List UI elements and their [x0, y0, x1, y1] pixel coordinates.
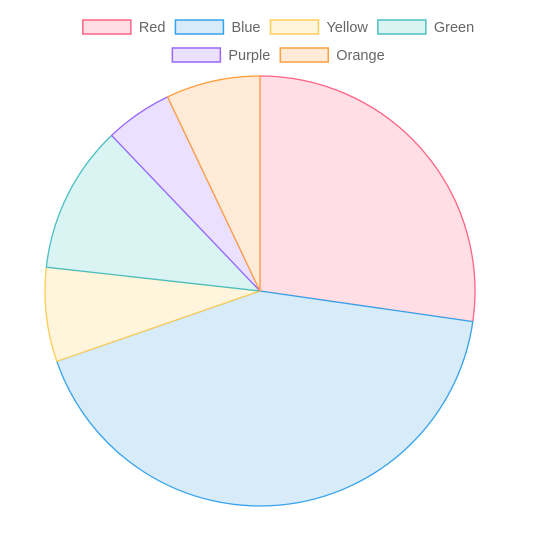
legend-swatch-orange[interactable]: [279, 47, 330, 63]
pie-slice-green[interactable]: [45, 134, 261, 292]
pie-slice-blue[interactable]: [56, 290, 474, 507]
legend-label-blue[interactable]: Blue: [231, 20, 260, 36]
pie-slice-red[interactable]: [259, 75, 476, 323]
legend-swatch-green[interactable]: [377, 19, 427, 35]
legend-swatch-yellow[interactable]: [269, 19, 320, 35]
legend-label-purple[interactable]: Purple: [228, 48, 270, 64]
pie-slice-orange[interactable]: [166, 75, 261, 292]
legend: Red Blue Yellow Green Purple Orange: [82, 19, 474, 64]
legend-swatch-purple[interactable]: [171, 47, 222, 63]
legend-swatch-red[interactable]: [82, 19, 132, 35]
legend-label-orange[interactable]: Orange: [336, 48, 384, 64]
pie-slices: [44, 75, 476, 507]
legend-label-green[interactable]: Green: [434, 20, 474, 36]
legend-label-yellow[interactable]: Yellow: [326, 20, 368, 36]
legend-swatch-blue[interactable]: [174, 19, 225, 35]
legend-label-red[interactable]: Red: [139, 20, 166, 36]
